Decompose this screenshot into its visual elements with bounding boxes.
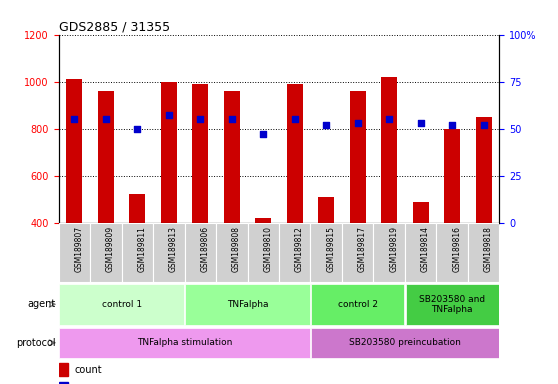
- Point: [479, 122, 488, 128]
- Text: SB203580 preincubation: SB203580 preincubation: [349, 338, 461, 347]
- Point: [322, 122, 331, 128]
- Point: [448, 122, 456, 128]
- Point: [70, 116, 79, 122]
- Bar: [193, 84, 208, 223]
- Bar: [287, 84, 302, 223]
- Bar: [279, 223, 310, 282]
- Bar: [311, 328, 499, 358]
- Text: GSM189815: GSM189815: [326, 226, 335, 272]
- Text: GSM189812: GSM189812: [295, 226, 304, 271]
- Point: [196, 116, 205, 122]
- Bar: [90, 223, 122, 282]
- Text: GSM189810: GSM189810: [263, 226, 272, 272]
- Bar: [373, 223, 405, 282]
- Text: GSM189807: GSM189807: [74, 226, 83, 272]
- Bar: [413, 202, 429, 223]
- Text: GSM189818: GSM189818: [484, 226, 493, 271]
- Text: GSM189806: GSM189806: [200, 226, 209, 272]
- Text: count: count: [74, 365, 102, 375]
- Point: [385, 116, 394, 122]
- Text: GDS2885 / 31355: GDS2885 / 31355: [59, 20, 170, 33]
- Bar: [248, 223, 279, 282]
- Bar: [59, 223, 90, 282]
- Bar: [216, 223, 248, 282]
- Text: SB203580 and
TNFalpha: SB203580 and TNFalpha: [419, 295, 485, 314]
- Text: GSM189808: GSM189808: [232, 226, 240, 272]
- Text: GSM189814: GSM189814: [421, 226, 430, 272]
- Point: [227, 116, 236, 122]
- Bar: [59, 328, 310, 358]
- Text: protocol: protocol: [16, 338, 56, 348]
- Bar: [405, 223, 436, 282]
- Bar: [66, 79, 82, 223]
- Bar: [406, 284, 499, 324]
- Text: control 2: control 2: [338, 300, 378, 309]
- Text: GSM189809: GSM189809: [106, 226, 115, 272]
- Bar: [381, 77, 397, 223]
- Bar: [350, 91, 365, 223]
- Bar: [59, 284, 184, 324]
- Point: [416, 120, 425, 126]
- Text: GSM189817: GSM189817: [358, 226, 367, 272]
- Text: TNFalpha stimulation: TNFalpha stimulation: [137, 338, 232, 347]
- Bar: [153, 223, 185, 282]
- Bar: [98, 91, 114, 223]
- Text: GSM189816: GSM189816: [452, 226, 461, 272]
- Bar: [185, 284, 310, 324]
- Bar: [310, 223, 342, 282]
- Bar: [319, 197, 334, 223]
- Text: control 1: control 1: [102, 300, 142, 309]
- Bar: [129, 195, 145, 223]
- Bar: [161, 82, 177, 223]
- Text: GSM189813: GSM189813: [169, 226, 178, 272]
- Text: GSM189819: GSM189819: [389, 226, 398, 272]
- Bar: [256, 218, 271, 223]
- Bar: [444, 129, 460, 223]
- Point: [102, 116, 110, 122]
- Text: agent: agent: [27, 299, 56, 310]
- Bar: [185, 223, 216, 282]
- Point: [259, 131, 268, 137]
- Bar: [59, 363, 68, 376]
- Bar: [342, 223, 373, 282]
- Bar: [436, 223, 468, 282]
- Bar: [476, 117, 492, 223]
- Point: [353, 120, 362, 126]
- Text: TNFalpha: TNFalpha: [227, 300, 268, 309]
- Text: GSM189811: GSM189811: [137, 226, 146, 271]
- Bar: [311, 284, 405, 324]
- Bar: [224, 91, 239, 223]
- Point: [133, 126, 142, 132]
- Bar: [59, 382, 68, 384]
- Bar: [468, 223, 499, 282]
- Point: [290, 116, 299, 122]
- Point: [165, 113, 174, 119]
- Bar: [122, 223, 153, 282]
